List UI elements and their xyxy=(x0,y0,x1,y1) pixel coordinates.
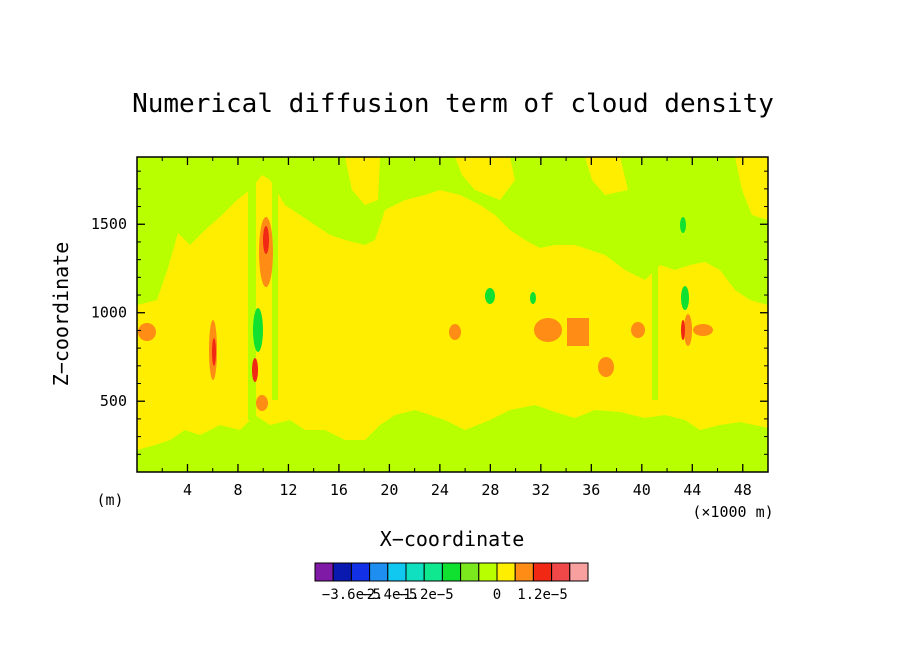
field-red-2 xyxy=(252,358,258,382)
field-yellow-upper-2 xyxy=(455,157,515,200)
field-orange-1 xyxy=(138,323,156,341)
x-tick-label: 24 xyxy=(431,481,449,499)
x-tick-label: 16 xyxy=(330,481,348,499)
x-tick-label: 44 xyxy=(683,481,701,499)
field-orange-6 xyxy=(534,318,562,342)
x-tick-label: 40 xyxy=(633,481,651,499)
field-yellow-upper-1 xyxy=(345,157,380,205)
colorbar-swatch xyxy=(314,562,334,582)
x-tick-label: 12 xyxy=(279,481,297,499)
colorbar-tick-labels: −3.6e−5−2.4e−5−1.2e−5 0 1.2e−5 xyxy=(322,587,568,603)
field-orange-5 xyxy=(449,324,461,340)
x-tick-label: 4 xyxy=(183,481,192,499)
y-ticks: 500 1000 1500 xyxy=(91,170,768,455)
colorbar-swatch xyxy=(441,562,462,582)
field-orange-11 xyxy=(684,314,692,346)
colorbar-swatch xyxy=(569,562,589,582)
colorbar-swatch xyxy=(551,562,571,582)
colorbar-swatch xyxy=(350,562,371,582)
colorbar-swatch xyxy=(369,562,389,582)
y-unit-label: (m) xyxy=(96,491,123,509)
x-unit-label: (×1000 m) xyxy=(692,503,773,521)
y-axis-label: Z−coordinate xyxy=(49,242,73,387)
colorbar-tick-label: −3.6e−5 xyxy=(322,587,381,603)
field-green-2 xyxy=(485,288,495,304)
colorbar-swatch xyxy=(387,562,407,582)
colorbar xyxy=(314,562,589,582)
field-green-5 xyxy=(530,292,536,304)
colorbar-swatch xyxy=(423,562,443,582)
colorbar-tick-label: −2.4e−5 xyxy=(358,587,417,603)
x-axis-label: X−coordinate xyxy=(380,527,525,551)
field-lime-streak-3 xyxy=(652,160,658,400)
x-tick-label: 8 xyxy=(233,481,242,499)
field-red-4 xyxy=(681,320,685,340)
field-yellow-upper-3 xyxy=(585,157,628,195)
field-lime-streak-1 xyxy=(248,170,256,420)
x-tick-label: 36 xyxy=(582,481,600,499)
field-green-1 xyxy=(253,308,263,352)
colorbar-swatch xyxy=(496,562,516,582)
field-orange-8 xyxy=(631,322,645,338)
colorbar-tick-label: 0 xyxy=(493,587,501,603)
y-tick-label: 1500 xyxy=(91,215,127,233)
x-ticks: 4 8 12 16 20 24 28 32 36 40 44 48 xyxy=(161,157,752,499)
field-yellow-upper-4 xyxy=(735,157,768,220)
field-orange-9 xyxy=(598,357,614,377)
x-tick-label: 20 xyxy=(380,481,398,499)
x-tick-label: 48 xyxy=(734,481,752,499)
colorbar-tick-label: 1.2e−5 xyxy=(517,587,568,603)
colorbar-tick-label: −1.2e−5 xyxy=(395,587,454,603)
field-green-3 xyxy=(681,286,689,310)
chart-title: Numerical diffusion term of cloud densit… xyxy=(132,89,774,119)
field-red-3 xyxy=(263,226,269,254)
colorbar-swatch xyxy=(478,562,498,582)
field-lime-streak-2 xyxy=(272,170,278,400)
plot-frame xyxy=(136,156,769,473)
field-orange-4 xyxy=(256,395,268,411)
y-tick-label: 1000 xyxy=(91,304,127,322)
y-tick-label: 500 xyxy=(100,392,127,410)
colorbar-swatch xyxy=(532,562,553,582)
colorbar-swatch xyxy=(514,562,534,582)
heatmap-field xyxy=(137,157,768,472)
colorbar-swatch xyxy=(405,562,425,582)
colorbar-swatch xyxy=(460,562,480,582)
field-orange-10 xyxy=(693,324,713,336)
field-red-1 xyxy=(212,338,216,366)
field-lime-lower xyxy=(137,405,768,472)
x-tick-label: 28 xyxy=(481,481,499,499)
x-tick-label: 32 xyxy=(532,481,550,499)
field-orange-7 xyxy=(567,318,589,346)
field-lime-upper xyxy=(137,157,768,305)
colorbar-swatch xyxy=(332,562,352,582)
field-green-4 xyxy=(680,217,686,233)
